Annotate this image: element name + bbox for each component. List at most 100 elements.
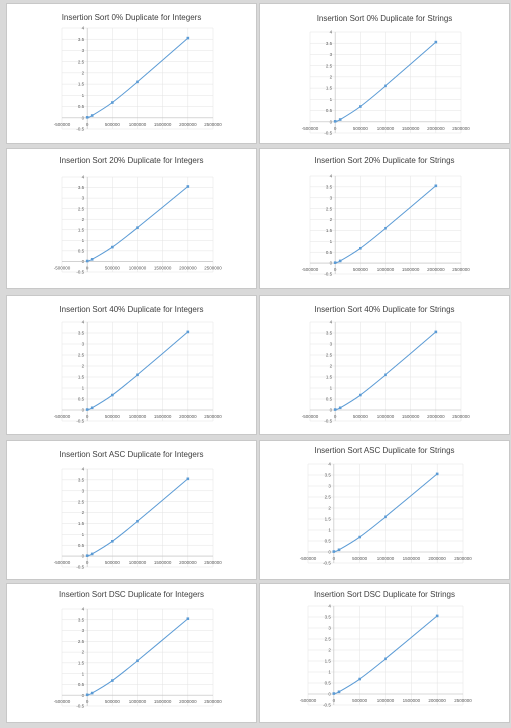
- y-tick-label: 4: [82, 26, 85, 31]
- y-tick-label: 2.5: [78, 499, 85, 504]
- data-point: [136, 373, 139, 377]
- y-tick-label: 2.5: [325, 637, 332, 642]
- chart-title: Insertion Sort ASC Duplicate for Integer…: [59, 450, 203, 459]
- data-point: [111, 101, 114, 104]
- data-point: [90, 691, 94, 695]
- chart-panel: Insertion Sort 20% Duplicate for Integer…: [6, 148, 257, 289]
- y-tick-label: 2.5: [78, 59, 85, 64]
- chart-title: Insertion Sort 40% Duplicate for Integer…: [59, 305, 203, 314]
- y-tick-label: 0.5: [326, 250, 333, 255]
- data-point: [136, 226, 139, 229]
- data-point: [85, 554, 89, 557]
- y-tick-label: 2: [330, 74, 333, 79]
- y-tick-label: 1.5: [326, 375, 333, 380]
- x-tick-label: 2000000: [427, 126, 445, 131]
- y-tick-label: 4: [330, 174, 333, 179]
- y-tick-label: 1.5: [326, 86, 333, 91]
- y-tick-label: 1: [82, 532, 85, 537]
- data-point: [434, 184, 438, 188]
- data-point: [111, 679, 114, 682]
- data-point: [333, 261, 337, 264]
- y-tick-label: 3: [82, 196, 85, 201]
- x-tick-label: 1000000: [129, 699, 147, 704]
- y-tick-label: 1.5: [325, 517, 332, 522]
- data-point: [90, 552, 94, 556]
- y-tick-label: 3.5: [326, 184, 333, 189]
- x-tick-label: -500000: [54, 122, 71, 127]
- x-tick-label: 1000000: [377, 556, 395, 561]
- data-point: [186, 330, 190, 334]
- y-tick-label: 3: [330, 342, 333, 347]
- data-point: [384, 373, 387, 377]
- x-tick-label: 2000000: [428, 698, 446, 703]
- y-tick-label: 2: [82, 70, 85, 75]
- y-tick-label: 2: [82, 510, 85, 515]
- chart-panel: Insertion Sort ASC Duplicate for Integer…: [6, 440, 257, 580]
- y-tick-label: -0.5: [76, 419, 84, 424]
- chart-svg: Insertion Sort ASC Duplicate for Integer…: [54, 450, 223, 570]
- y-tick-label: 1: [330, 239, 333, 244]
- data-point: [136, 659, 139, 663]
- data-point: [435, 472, 439, 476]
- chart-title: Insertion Sort 40% Duplicate for Strings: [314, 305, 454, 314]
- chart-svg: Insertion Sort 0% Duplicate for Integers…: [54, 13, 223, 132]
- y-tick-label: 1: [328, 670, 331, 675]
- y-tick-label: 2.5: [326, 206, 333, 211]
- y-tick-label: 4: [82, 175, 85, 180]
- x-tick-label: 1500000: [154, 699, 172, 704]
- y-tick-label: -0.5: [323, 703, 331, 708]
- data-point: [333, 408, 337, 411]
- data-point: [111, 245, 114, 249]
- y-tick-label: -0.5: [76, 704, 84, 709]
- x-tick-label: -500000: [302, 126, 319, 131]
- y-tick-label: 3.5: [78, 477, 85, 482]
- x-tick-label: 1000000: [129, 265, 147, 270]
- y-tick-label: 1.5: [78, 521, 85, 526]
- y-tick-label: 2.5: [325, 495, 332, 500]
- y-tick-label: 1.5: [325, 659, 332, 664]
- y-tick-label: 4: [82, 607, 85, 612]
- x-tick-label: 1500000: [154, 414, 172, 419]
- y-tick-label: 4: [82, 467, 85, 472]
- data-point: [85, 408, 89, 411]
- chart-title: Insertion Sort DSC Duplicate for Strings: [314, 590, 455, 599]
- y-tick-label: 2.5: [326, 353, 333, 358]
- data-point: [384, 84, 387, 88]
- y-tick-label: 2.5: [78, 353, 85, 358]
- data-point: [90, 114, 94, 117]
- x-tick-label: 2000000: [179, 414, 197, 419]
- y-tick-label: 2: [330, 364, 333, 369]
- y-tick-label: 3: [82, 48, 85, 53]
- y-tick-label: 3: [82, 628, 85, 633]
- x-tick-label: 500000: [352, 698, 368, 703]
- y-tick-label: 0.5: [78, 248, 85, 253]
- x-tick-label: 1000000: [377, 267, 395, 272]
- x-tick-label: 500000: [353, 267, 369, 272]
- y-tick-label: -0.5: [76, 270, 84, 275]
- y-tick-label: 3.5: [326, 331, 333, 336]
- y-tick-label: 3.5: [78, 37, 85, 42]
- chart-panel: Insertion Sort 40% Duplicate for Strings…: [259, 295, 510, 435]
- data-point: [384, 515, 387, 519]
- x-tick-label: 2500000: [452, 414, 470, 419]
- chart-title: Insertion Sort DSC Duplicate for Integer…: [59, 590, 204, 599]
- y-tick-label: 4: [330, 30, 333, 35]
- y-tick-label: 2: [82, 364, 85, 369]
- x-tick-label: 1000000: [129, 414, 147, 419]
- y-tick-label: 1.5: [78, 82, 85, 87]
- chart-svg: Insertion Sort DSC Duplicate for Integer…: [54, 590, 223, 709]
- y-tick-label: 3.5: [78, 617, 85, 622]
- x-tick-label: -500000: [54, 699, 71, 704]
- x-tick-label: -500000: [54, 560, 71, 565]
- x-tick-label: 2500000: [452, 267, 470, 272]
- y-tick-label: 2.5: [326, 63, 333, 68]
- x-tick-label: 2500000: [204, 560, 222, 565]
- data-point: [337, 548, 341, 552]
- chart-svg: Insertion Sort 0% Duplicate for Strings -…: [302, 14, 471, 136]
- x-tick-label: 2000000: [427, 267, 445, 272]
- y-tick-label: 3.5: [78, 185, 85, 190]
- data-point: [136, 519, 139, 523]
- x-tick-label: 2500000: [204, 122, 222, 127]
- y-tick-label: 0.5: [326, 108, 333, 113]
- y-tick-label: 2: [82, 217, 85, 222]
